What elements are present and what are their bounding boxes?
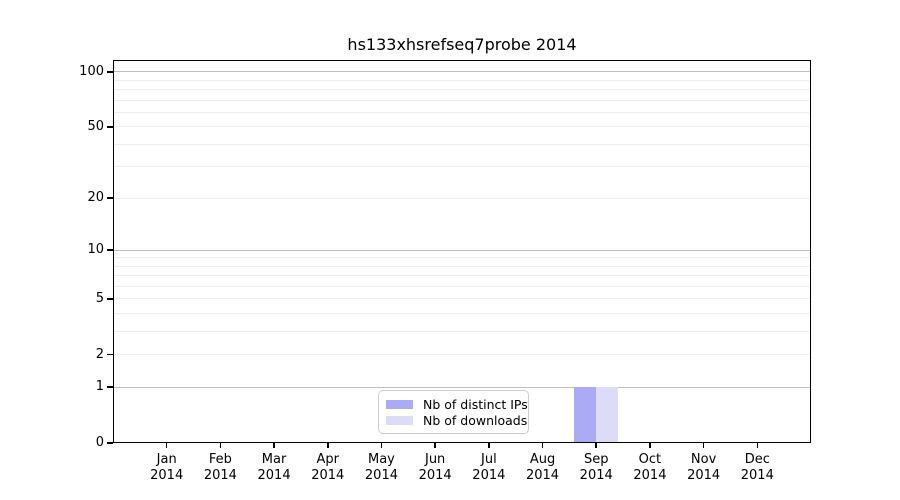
major-gridline xyxy=(113,249,811,251)
minor-gridline xyxy=(113,197,811,199)
chart-title: hs133xhsrefseq7probe 2014 xyxy=(347,35,577,54)
x-tick-mark xyxy=(219,443,222,448)
x-tick-label: Feb 2014 xyxy=(203,452,237,483)
legend-swatch-downloads xyxy=(386,416,413,425)
minor-gridline xyxy=(113,298,811,300)
minor-gridline xyxy=(113,257,811,259)
y-tick-label: 20 xyxy=(87,190,104,206)
y-tick-label: 100 xyxy=(79,63,104,79)
plot-area xyxy=(113,60,811,443)
x-tick-mark xyxy=(541,443,544,448)
y-tick-label: 50 xyxy=(87,118,104,134)
major-gridline xyxy=(113,386,811,388)
legend: Nb of distinct IPs Nb of downloads xyxy=(378,390,529,434)
minor-gridline xyxy=(113,275,811,277)
x-tick-label: Dec 2014 xyxy=(740,452,774,483)
y-tick-label: 2 xyxy=(95,346,104,362)
x-tick-label: Jun 2014 xyxy=(418,452,452,483)
x-tick-mark xyxy=(165,443,168,448)
x-tick-label: Jul 2014 xyxy=(472,452,506,483)
x-tick-label: Jan 2014 xyxy=(150,452,184,483)
x-tick-label: Apr 2014 xyxy=(311,452,345,483)
x-tick-label: Mar 2014 xyxy=(257,452,291,483)
y-tick-label: 0 xyxy=(95,435,104,450)
minor-gridline xyxy=(113,111,811,113)
x-tick-label: May 2014 xyxy=(364,452,398,483)
x-tick-mark xyxy=(273,443,275,448)
legend-label-distinct-ips: Nb of distinct IPs xyxy=(423,397,528,412)
x-tick-mark xyxy=(488,443,490,448)
legend-swatch-distinct-ips xyxy=(386,400,413,409)
x-tick-mark xyxy=(649,443,651,448)
x-tick-label: Nov 2014 xyxy=(687,452,721,483)
x-tick-label: Oct 2014 xyxy=(633,452,667,483)
minor-gridline xyxy=(113,331,811,332)
x-tick-mark xyxy=(756,443,759,448)
minor-gridline xyxy=(113,166,811,168)
minor-gridline xyxy=(113,265,811,267)
bar-downloads xyxy=(596,387,619,443)
minor-gridline xyxy=(113,126,811,128)
major-gridline xyxy=(113,71,811,73)
minor-gridline xyxy=(113,313,811,315)
x-tick-label: Aug 2014 xyxy=(525,452,560,483)
legend-label-downloads: Nb of downloads xyxy=(423,413,528,428)
x-tick-mark xyxy=(326,443,329,448)
x-tick-mark xyxy=(702,443,705,448)
x-tick-label: Sep 2014 xyxy=(579,452,613,483)
y-tick-label: 5 xyxy=(95,290,104,306)
minor-gridline xyxy=(113,354,811,356)
x-tick-mark xyxy=(434,443,436,448)
bar-distinct-ips xyxy=(574,387,597,443)
legend-item-distinct-ips: Nb of distinct IPs xyxy=(386,397,528,412)
minor-gridline xyxy=(113,99,811,101)
minor-gridline xyxy=(113,89,811,91)
minor-gridline xyxy=(113,143,811,145)
minor-gridline xyxy=(113,79,811,81)
minor-gridline xyxy=(113,285,811,287)
y-tick-label: 10 xyxy=(87,242,104,258)
legend-item-downloads: Nb of downloads xyxy=(386,413,527,428)
x-tick-mark xyxy=(380,443,383,448)
x-tick-mark xyxy=(595,443,598,448)
y-tick-label: 1 xyxy=(95,379,104,395)
